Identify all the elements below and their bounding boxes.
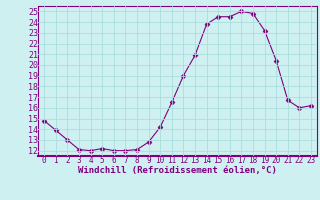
X-axis label: Windchill (Refroidissement éolien,°C): Windchill (Refroidissement éolien,°C) xyxy=(78,166,277,175)
